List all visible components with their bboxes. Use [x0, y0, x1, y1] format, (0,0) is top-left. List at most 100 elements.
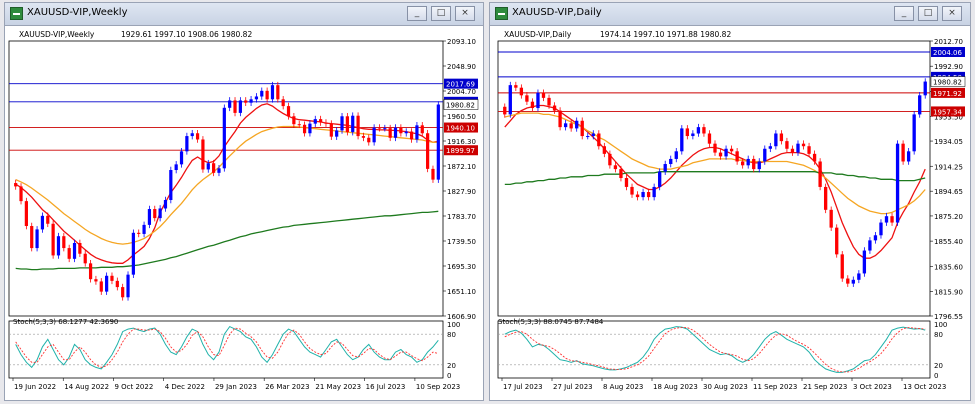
candle-body [222, 107, 226, 169]
candle-body [399, 127, 403, 134]
x-tick-label: 26 Mar 2023 [265, 383, 309, 391]
candle-body [201, 139, 205, 170]
price-level-label: 1957.34 [933, 108, 962, 116]
candle-body [254, 96, 259, 100]
candle-body [846, 278, 850, 284]
price-level-tag [931, 46, 965, 57]
candle-body [630, 186, 634, 195]
daily-chart[interactable]: XAUUSD-VIP,Daily 1974.14 1997.10 1971.88… [490, 25, 970, 400]
candle-body [552, 105, 557, 111]
candle-body [890, 216, 894, 223]
candle-body [297, 124, 301, 126]
candle-body [918, 95, 922, 115]
candle-body [393, 127, 398, 138]
candle-body [265, 90, 269, 100]
y-tick-label: 1992.90 [934, 63, 963, 71]
candle-body [829, 209, 833, 228]
maximize-button[interactable]: □ [431, 6, 451, 21]
candle-body [591, 133, 595, 137]
price-level-tag [444, 122, 478, 133]
candle-body [763, 148, 767, 162]
candle-body [158, 208, 162, 219]
daily-titlebar[interactable]: XAUUSD-VIP,Daily _ □ × [490, 3, 970, 26]
price-panel-frame [497, 40, 931, 317]
candle-body [292, 116, 296, 125]
candle-body [388, 128, 392, 138]
stoch-main-line [15, 325, 439, 370]
price-level-label: 2004.06 [933, 49, 962, 57]
candle-body [217, 168, 221, 173]
maximize-button[interactable]: □ [918, 6, 938, 21]
moving-average-line [504, 104, 926, 259]
x-tick-label: 14 Aug 2022 [64, 383, 109, 391]
candle-body [415, 125, 419, 140]
current-price-label: 1980.82 [933, 79, 962, 87]
stoch-signal-line [504, 327, 926, 373]
price-level-label: 1899.97 [446, 147, 475, 155]
stoch-panel-frame [497, 320, 931, 379]
candle-body [923, 81, 927, 96]
candle-body [56, 236, 61, 256]
weekly-window-title: XAUUSD-VIP,Weekly [27, 7, 128, 18]
daily-chart-window[interactable]: XAUUSD-VIP,Daily _ □ × XAUUSD-VIP,Daily … [489, 2, 971, 401]
minimize-button[interactable]: _ [407, 6, 427, 21]
candle-body [774, 133, 778, 147]
candle-body [702, 127, 706, 134]
candle-body [174, 164, 178, 171]
candle-body [680, 128, 684, 152]
y-tick-label: 1739.50 [447, 238, 476, 246]
candle-body [569, 123, 573, 129]
candle-body [249, 99, 253, 103]
x-tick-label: 13 Oct 2023 [903, 383, 946, 391]
candle-body [563, 123, 568, 128]
x-tick-label: 17 Jul 2023 [503, 383, 543, 391]
candle-body [329, 123, 333, 137]
stoch-level-label: 100 [934, 321, 947, 329]
x-tick-label: 27 Jul 2023 [553, 383, 593, 391]
price-level-label: 1940.10 [446, 125, 475, 133]
candle-body [46, 215, 50, 224]
candle-body [779, 133, 784, 142]
x-tick-label: 10 Sep 2023 [416, 383, 460, 391]
candle-body [313, 119, 317, 124]
y-tick-label: 1875.20 [934, 213, 963, 221]
stoch-signal-line [15, 327, 439, 368]
candle-body [131, 232, 135, 275]
candle-body [244, 100, 248, 103]
weekly-titlebar[interactable]: XAUUSD-VIP,Weekly _ □ × [5, 3, 483, 26]
moving-average-line [15, 125, 439, 245]
chart-app-icon [10, 7, 23, 20]
candle-body [115, 280, 119, 288]
y-tick-label: 1934.05 [934, 138, 963, 146]
candle-body [912, 114, 916, 152]
y-tick-label: 1835.60 [934, 263, 963, 271]
candle-body [67, 248, 71, 259]
candle-body [121, 287, 125, 298]
candle-body [51, 223, 55, 256]
weekly-chart[interactable]: XAUUSD-VIP,Weekly 1929.61 1997.10 1908.0… [5, 25, 483, 400]
candle-body [324, 122, 328, 124]
candle-body [356, 115, 360, 137]
y-tick-label: 2093.10 [447, 38, 476, 46]
close-button[interactable]: × [942, 6, 962, 21]
candle-body [372, 127, 376, 143]
candle-body [228, 100, 232, 108]
candle-body [503, 106, 507, 115]
candle-body [635, 194, 640, 198]
x-tick-label: 18 Aug 2023 [653, 383, 698, 391]
weekly-chart-window[interactable]: XAUUSD-VIP,Weekly _ □ × XAUUSD-VIP,Weekl… [4, 2, 484, 401]
candle-body [525, 95, 529, 102]
candle-body [663, 164, 667, 172]
close-button[interactable]: × [455, 6, 475, 21]
candle-body [302, 124, 307, 134]
candle-body [619, 169, 623, 179]
y-tick-label: 2048.90 [447, 63, 476, 71]
candle-body [153, 209, 157, 219]
minimize-button[interactable]: _ [894, 6, 914, 21]
y-tick-label: 1916.30 [447, 138, 476, 146]
daily-chart-header: XAUUSD-VIP,Daily [504, 30, 572, 39]
candle-body [94, 279, 98, 282]
price-level-tag [931, 106, 965, 117]
candle-body [729, 148, 734, 152]
stoch-level-label: 20 [447, 362, 456, 370]
